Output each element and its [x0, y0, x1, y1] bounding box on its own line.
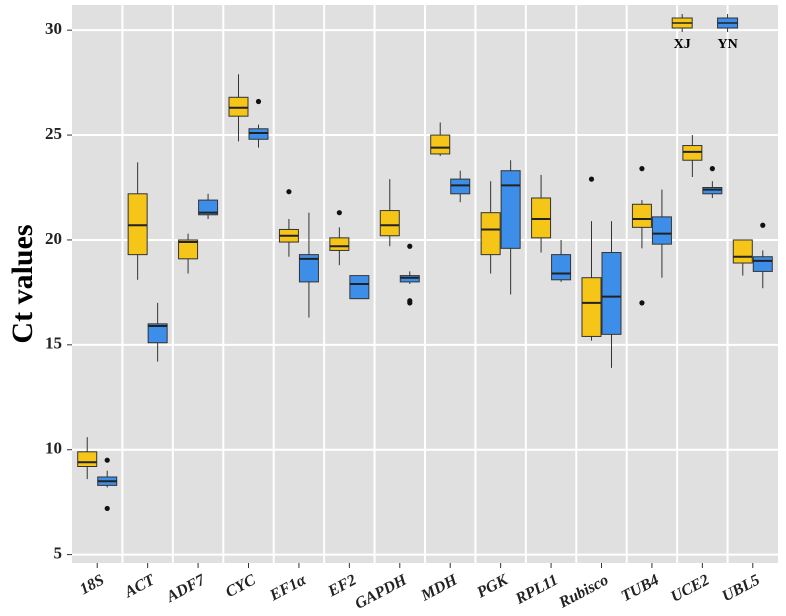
outlier	[407, 243, 413, 249]
outlier	[639, 300, 645, 306]
outlier	[104, 457, 110, 463]
box	[752, 256, 773, 272]
x-tick-label: UBL5	[719, 572, 762, 606]
outlier	[104, 505, 110, 512]
outlier	[407, 300, 413, 306]
y-tick-label: 25	[45, 124, 62, 143]
box	[450, 178, 471, 195]
y-tick-label: 10	[45, 439, 62, 458]
y-axis-label: Ct values	[6, 224, 39, 343]
x-tick-label: TUB4	[619, 572, 662, 606]
box	[601, 252, 622, 335]
box	[147, 323, 168, 344]
box	[379, 210, 400, 237]
box	[651, 216, 672, 245]
x-tick-label: UCE2	[668, 572, 712, 606]
box	[228, 96, 249, 117]
box	[349, 275, 370, 300]
legend-label: YN	[717, 37, 737, 52]
box	[430, 134, 451, 155]
box	[399, 275, 420, 283]
box	[480, 212, 501, 256]
outlier	[709, 166, 715, 172]
x-tick-label: RPL11	[512, 572, 561, 609]
box	[198, 199, 219, 216]
box	[329, 237, 350, 251]
x-tick-label: EF1α	[266, 571, 310, 605]
box	[531, 197, 552, 239]
box	[248, 128, 269, 140]
outlier	[336, 210, 342, 216]
outlier	[639, 166, 645, 172]
outlier	[286, 189, 292, 195]
x-tick-label: ACT	[121, 571, 158, 602]
box	[682, 145, 703, 161]
x-tick-label: GAPDH	[352, 571, 410, 613]
legend-label: XJ	[674, 37, 691, 52]
y-tick-label: 5	[54, 544, 63, 563]
outlier	[255, 98, 262, 105]
box	[551, 254, 572, 281]
box	[77, 451, 98, 468]
y-tick-label: 30	[45, 19, 62, 38]
x-tick-label: PGK	[473, 571, 511, 602]
x-tick-label: MDH	[417, 571, 460, 605]
x-tick-label: CYC	[223, 571, 259, 601]
y-tick-label: 15	[45, 334, 62, 353]
box	[127, 193, 148, 256]
x-tick-label: 18S	[77, 571, 107, 598]
x-tick-label: ADF7	[163, 571, 209, 606]
y-tick-label: 20	[45, 229, 62, 248]
box	[178, 239, 199, 260]
outlier	[588, 176, 595, 182]
box	[732, 239, 753, 264]
box	[702, 187, 723, 195]
box	[500, 170, 521, 249]
box	[298, 254, 319, 283]
box	[631, 203, 652, 228]
box	[581, 277, 602, 337]
x-tick-label: Rubisco	[555, 572, 611, 613]
outlier	[760, 222, 766, 228]
